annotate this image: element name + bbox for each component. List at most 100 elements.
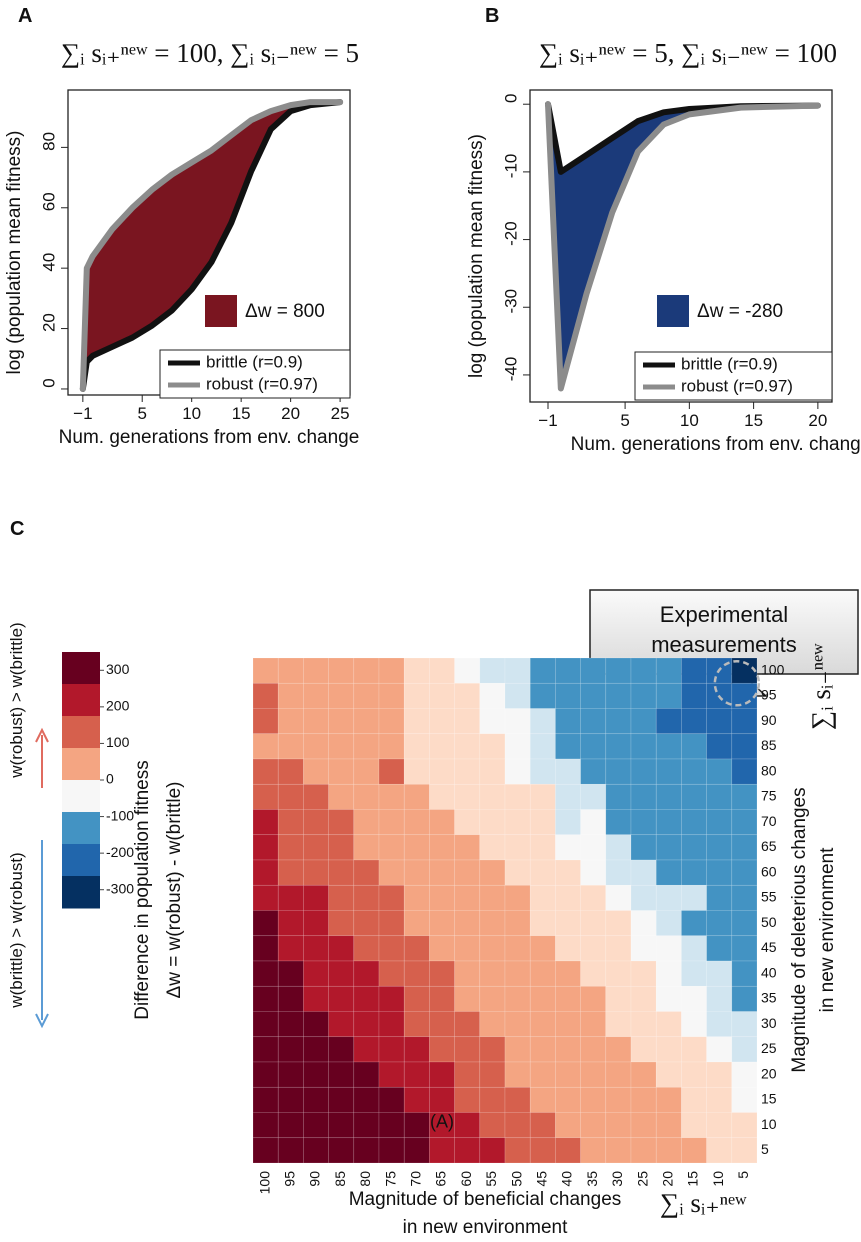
heat-cell bbox=[378, 935, 405, 962]
x-tick-label: 95 bbox=[282, 1171, 298, 1187]
heat-cell bbox=[529, 1086, 556, 1113]
heat-cell bbox=[328, 910, 355, 937]
heat-cell bbox=[328, 657, 355, 684]
heat-cell bbox=[655, 809, 682, 836]
heat-cell bbox=[580, 910, 607, 937]
heat-cell bbox=[353, 1036, 380, 1063]
heat-cell bbox=[479, 682, 506, 709]
colorbar-swatch bbox=[62, 684, 100, 717]
heat-cell bbox=[303, 910, 329, 937]
heat-cell bbox=[252, 1112, 279, 1139]
heat-cell bbox=[555, 733, 581, 760]
y-tick-label: 25 bbox=[761, 1040, 777, 1056]
heat-cell bbox=[504, 935, 531, 962]
x-tick-label: 15 bbox=[685, 1171, 701, 1187]
heat-cell bbox=[429, 884, 455, 911]
annotation-swatch bbox=[205, 295, 237, 327]
heat-cell bbox=[630, 834, 657, 861]
highlight-circle bbox=[713, 660, 761, 707]
heat-cell bbox=[378, 657, 405, 684]
heat-cell bbox=[454, 1061, 481, 1088]
heat-cell bbox=[479, 783, 506, 810]
heat-cell bbox=[252, 657, 279, 684]
y-axis-formula: ∑ᵢ sᵢ₋ⁿᵉʷ bbox=[806, 643, 836, 730]
heat-cell bbox=[731, 1137, 758, 1164]
heat-cell bbox=[353, 985, 380, 1012]
x-tick-label: 25 bbox=[331, 404, 350, 423]
heat-cell bbox=[303, 859, 329, 886]
x-tick-label: 50 bbox=[508, 1171, 524, 1187]
heat-cell bbox=[479, 859, 506, 886]
heat-cell bbox=[580, 809, 607, 836]
heat-cell bbox=[454, 1086, 481, 1113]
x-tick-label: 85 bbox=[332, 1171, 348, 1187]
heat-cell bbox=[353, 783, 380, 810]
heat-cell bbox=[353, 960, 380, 987]
heat-cell bbox=[655, 910, 682, 937]
heat-cell bbox=[529, 1137, 556, 1164]
heat-cell bbox=[429, 960, 455, 987]
x-tick-label: −1 bbox=[73, 404, 92, 423]
heat-cell bbox=[555, 809, 581, 836]
heat-cell bbox=[555, 960, 581, 987]
legend-label: robust (r=0.97) bbox=[206, 374, 318, 393]
heat-cell bbox=[605, 1011, 632, 1038]
heat-cell bbox=[731, 985, 758, 1012]
heat-cell bbox=[605, 859, 632, 886]
heat-cell bbox=[504, 834, 531, 861]
heat-cell bbox=[681, 682, 707, 709]
heat-cell bbox=[580, 733, 607, 760]
heat-cell bbox=[655, 985, 682, 1012]
heat-cell bbox=[529, 1112, 556, 1139]
x-tick-label: 65 bbox=[433, 1171, 449, 1187]
heat-cell bbox=[706, 884, 733, 911]
heat-cell bbox=[479, 733, 506, 760]
heat-cell bbox=[681, 758, 707, 785]
heat-cell bbox=[429, 1086, 455, 1113]
heat-cell bbox=[731, 910, 758, 937]
heat-cell bbox=[328, 985, 355, 1012]
heat-cell bbox=[303, 758, 329, 785]
heat-cell bbox=[303, 1011, 329, 1038]
delta-area bbox=[547, 104, 818, 389]
heat-cell bbox=[706, 1112, 733, 1139]
heat-cell bbox=[681, 884, 707, 911]
heat-cell bbox=[655, 1011, 682, 1038]
heat-cell bbox=[454, 1137, 481, 1164]
heat-cell bbox=[630, 884, 657, 911]
heat-cell bbox=[605, 935, 632, 962]
heat-cell bbox=[429, 985, 455, 1012]
heat-cell bbox=[706, 1036, 733, 1063]
heat-cell bbox=[454, 1011, 481, 1038]
heat-cell bbox=[580, 758, 607, 785]
y-axis-label: log (population mean fitness) bbox=[466, 134, 487, 378]
x-tick-label: 10 bbox=[182, 404, 201, 423]
annotation-swatch bbox=[657, 295, 689, 327]
y-tick-label: 20 bbox=[39, 313, 58, 332]
heat-cell bbox=[429, 1061, 455, 1088]
heat-cell bbox=[555, 657, 581, 684]
heat-cell bbox=[479, 1137, 506, 1164]
heat-cell bbox=[605, 733, 632, 760]
legend-label: brittle (r=0.9) bbox=[681, 354, 778, 373]
heat-cell bbox=[429, 758, 455, 785]
heat-cell bbox=[429, 1011, 455, 1038]
colorbar-tick-label: 200 bbox=[106, 698, 130, 714]
heat-cell bbox=[479, 834, 506, 861]
heat-cell bbox=[655, 1061, 682, 1088]
heat-cell bbox=[605, 708, 632, 735]
panel-label: C bbox=[10, 518, 24, 540]
heat-cell bbox=[252, 960, 279, 987]
heat-cell bbox=[504, 884, 531, 911]
heat-cell bbox=[655, 1036, 682, 1063]
y-tick-label: 100 bbox=[761, 661, 785, 677]
heat-cell bbox=[378, 682, 405, 709]
heat-cell bbox=[378, 783, 405, 810]
heat-cell bbox=[706, 809, 733, 836]
heat-cell bbox=[681, 1011, 707, 1038]
heat-cell bbox=[252, 733, 279, 760]
heat-cell bbox=[655, 1086, 682, 1113]
heat-cell bbox=[731, 783, 758, 810]
heat-cell bbox=[630, 985, 657, 1012]
heat-cell bbox=[529, 809, 556, 836]
